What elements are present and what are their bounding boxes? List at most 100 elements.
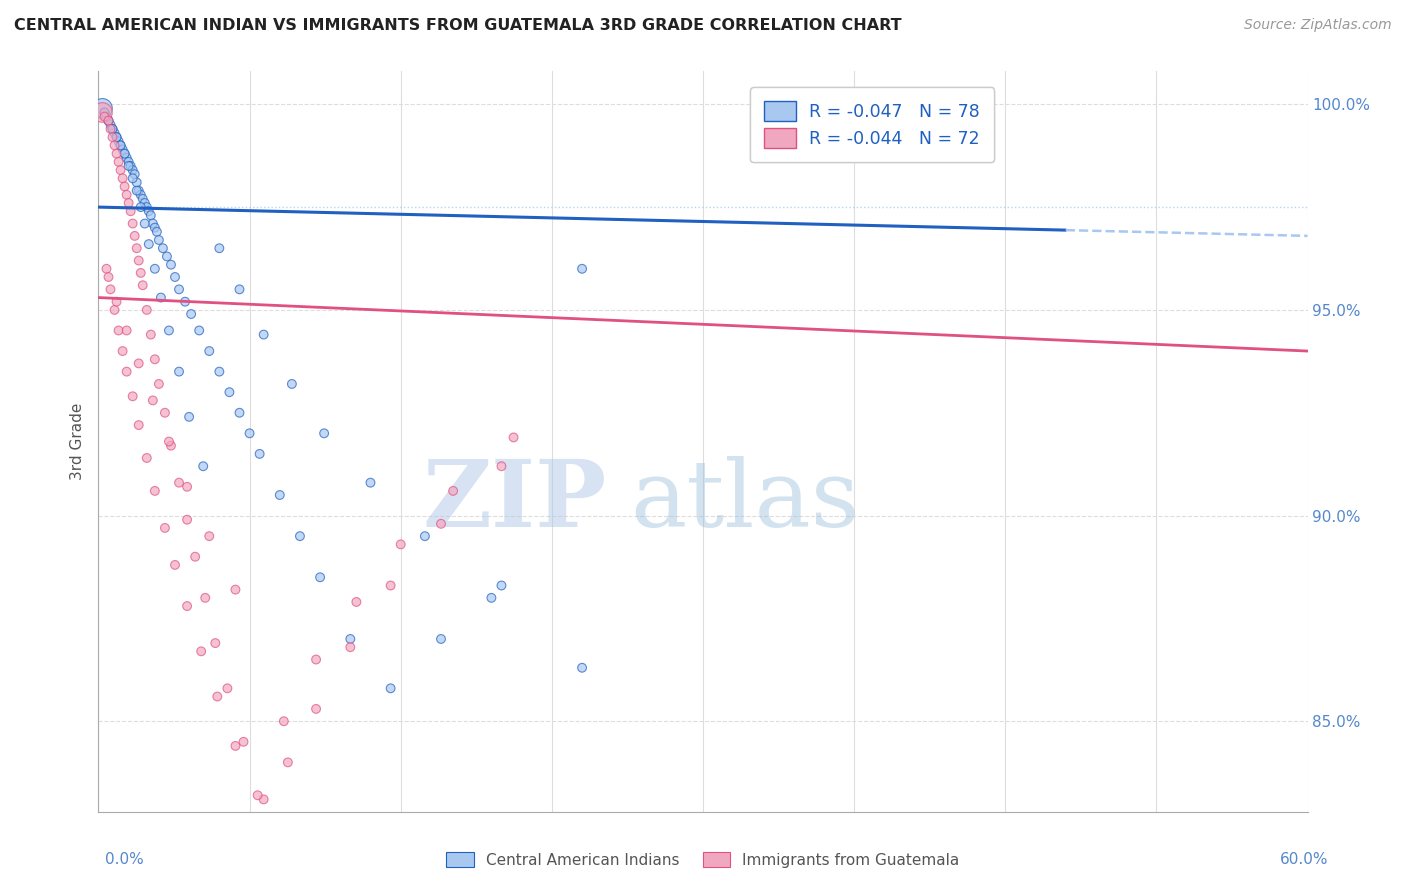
Point [129, 200, 152, 214]
Point [239, 426, 262, 441]
Point [121, 217, 143, 231]
Point [101, 122, 124, 136]
Point [198, 344, 221, 359]
Point [103, 302, 125, 317]
Point [93, 110, 115, 124]
Point [129, 266, 152, 280]
Point [110, 163, 132, 178]
Point [339, 640, 361, 655]
Point [193, 459, 215, 474]
Point [305, 652, 328, 666]
Point [121, 389, 143, 403]
Point [246, 789, 269, 803]
Point [105, 130, 128, 145]
Legend: R = -0.047   N = 78, R = -0.044   N = 72: R = -0.047 N = 78, R = -0.044 N = 72 [751, 87, 994, 162]
Point [143, 261, 166, 276]
Point [184, 549, 207, 564]
Point [188, 324, 211, 338]
Point [135, 200, 157, 214]
Point [93, 105, 115, 120]
Point [132, 192, 155, 206]
Point [125, 241, 148, 255]
Point [105, 130, 128, 145]
Point [224, 582, 246, 597]
Text: Source: ZipAtlas.com: Source: ZipAtlas.com [1244, 18, 1392, 32]
Point [253, 792, 276, 806]
Point [217, 681, 239, 696]
Point [208, 241, 231, 255]
Y-axis label: 3rd Grade: 3rd Grade [69, 403, 84, 480]
Point [441, 483, 464, 498]
Point [138, 204, 160, 219]
Point [160, 439, 183, 453]
Point [103, 138, 125, 153]
Point [194, 591, 217, 605]
Point [339, 632, 361, 646]
Point [305, 702, 328, 716]
Point [121, 163, 143, 178]
Point [309, 570, 332, 584]
Point [344, 595, 367, 609]
Point [128, 356, 150, 370]
Point [228, 406, 250, 420]
Point [101, 122, 124, 136]
Point [124, 228, 146, 243]
Point [273, 714, 295, 729]
Point [100, 282, 122, 296]
Point [97, 113, 120, 128]
Point [101, 130, 124, 145]
Point [176, 480, 198, 494]
Point [134, 196, 156, 211]
Point [148, 233, 170, 247]
Point [110, 138, 132, 153]
Point [139, 327, 162, 342]
Text: CENTRAL AMERICAN INDIAN VS IMMIGRANTS FROM GUATEMALA 3RD GRADE CORRELATION CHART: CENTRAL AMERICAN INDIAN VS IMMIGRANTS FR… [14, 18, 901, 33]
Point [153, 406, 176, 420]
Point [115, 151, 138, 165]
Point [571, 261, 593, 276]
Point [121, 171, 143, 186]
Point [103, 126, 125, 140]
Point [389, 537, 412, 551]
Point [111, 143, 134, 157]
Point [96, 110, 118, 124]
Point [97, 113, 120, 128]
Point [232, 735, 254, 749]
Text: 60.0%: 60.0% [1281, 852, 1329, 867]
Point [277, 756, 299, 770]
Point [105, 146, 128, 161]
Point [132, 278, 155, 293]
Point [163, 270, 186, 285]
Point [128, 184, 150, 198]
Point [110, 138, 132, 153]
Point [157, 324, 180, 338]
Point [314, 426, 336, 441]
Point [128, 418, 150, 433]
Point [97, 270, 120, 285]
Point [167, 475, 190, 490]
Point [91, 105, 114, 120]
Point [160, 258, 183, 272]
Point [269, 488, 291, 502]
Point [114, 179, 136, 194]
Point [142, 217, 165, 231]
Point [174, 294, 197, 309]
Point [120, 159, 142, 173]
Point [253, 327, 276, 342]
Point [143, 220, 166, 235]
Point [148, 376, 170, 391]
Point [139, 208, 162, 222]
Point [100, 118, 122, 132]
Point [152, 241, 174, 255]
Point [115, 324, 138, 338]
Point [146, 225, 169, 239]
Legend: Central American Indians, Immigrants from Guatemala: Central American Indians, Immigrants fro… [439, 844, 967, 875]
Point [149, 291, 172, 305]
Point [138, 237, 160, 252]
Point [571, 661, 593, 675]
Point [97, 113, 120, 128]
Point [208, 365, 231, 379]
Point [115, 187, 138, 202]
Point [218, 385, 240, 400]
Point [430, 632, 453, 646]
